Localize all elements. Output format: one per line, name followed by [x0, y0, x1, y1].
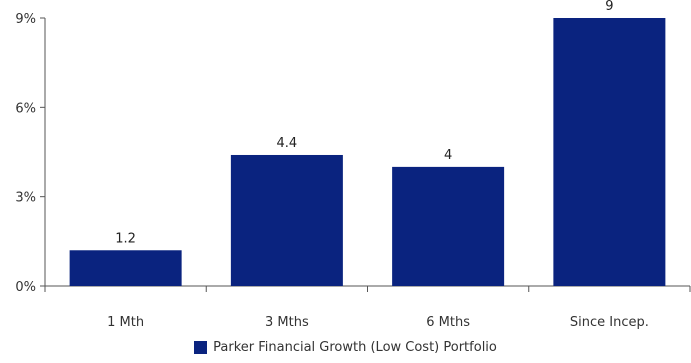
legend-label: Parker Financial Growth (Low Cost) Portf…: [213, 340, 497, 355]
data-label: 1.2: [115, 231, 136, 246]
data-label: 9: [605, 0, 613, 14]
bar: [392, 166, 505, 286]
y-tick-label: 6%: [15, 101, 36, 116]
bar: [69, 250, 182, 286]
legend-swatch: [194, 341, 208, 354]
y-tick-label: 9%: [15, 12, 36, 27]
bar: [553, 18, 666, 286]
data-label: 4.4: [277, 136, 298, 151]
bar: [230, 154, 343, 286]
x-tick-label: 3 Mths: [265, 315, 309, 330]
legend: Parker Financial Growth (Low Cost) Portf…: [0, 340, 691, 355]
y-tick-label: 0%: [15, 280, 36, 295]
data-label: 4: [444, 148, 452, 163]
y-tick-label: 3%: [15, 191, 36, 206]
x-tick-label: Since Incep.: [570, 315, 649, 330]
x-tick-label: 6 Mths: [426, 315, 470, 330]
x-tick-label: 1 Mth: [107, 315, 144, 330]
